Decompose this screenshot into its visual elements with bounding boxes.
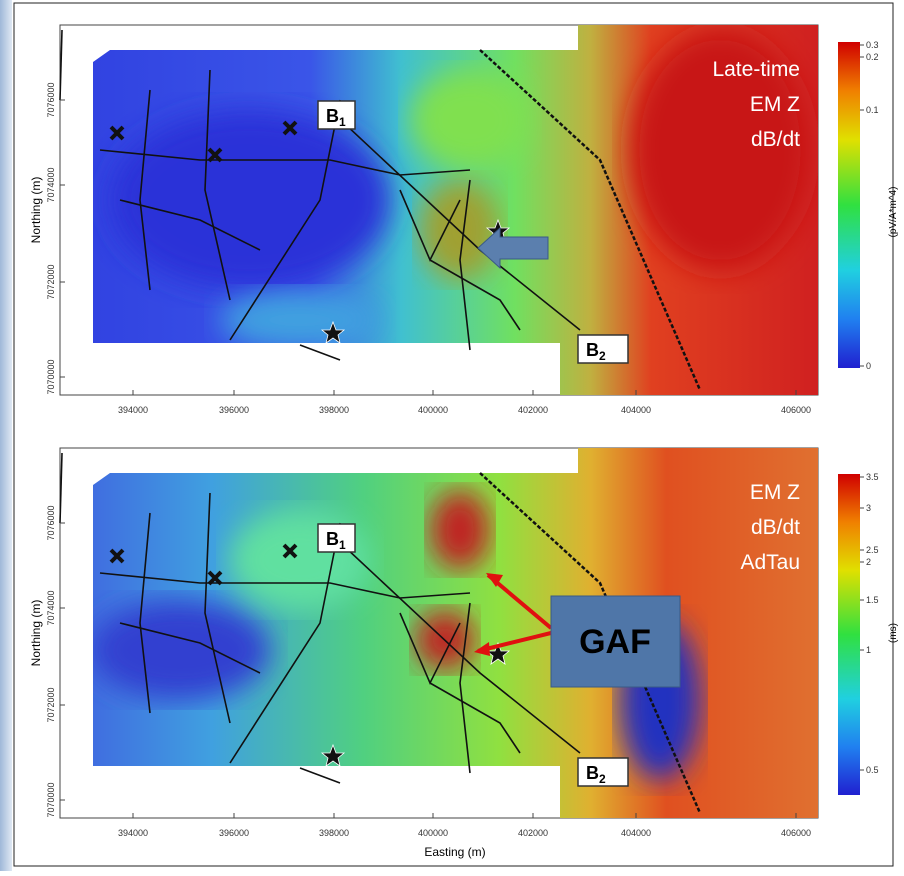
y-tick-label: 7070000 [46, 782, 56, 817]
marker-subscript: 2 [599, 772, 606, 786]
x-tick-label: 396000 [219, 828, 249, 838]
overlay-title: EM Z [750, 93, 800, 116]
colorbar-tick-label: 2.5 [866, 545, 879, 555]
overlay-title: dB/dt [751, 128, 800, 151]
colorbar [838, 42, 860, 368]
y-tick-label: 7070000 [46, 359, 56, 394]
x-tick-label: 394000 [118, 405, 148, 415]
marker-subscript: 2 [599, 349, 606, 363]
marker-letter: B [586, 763, 599, 783]
colorbar-tick-label: 0 [866, 361, 871, 371]
y-tick-label: 7074000 [46, 590, 56, 625]
x-tick-label: 406000 [781, 405, 811, 415]
y-tick-label: 7076000 [46, 505, 56, 540]
x-tick-label: 398000 [319, 828, 349, 838]
marker-subscript: 1 [339, 538, 346, 552]
anomaly [90, 600, 270, 700]
marker-letter: B [586, 340, 599, 360]
x-axis-label: Easting (m) [424, 845, 485, 859]
overlay-title: dB/dt [751, 516, 800, 539]
y-axis-label: Northing (m) [29, 177, 43, 244]
x-tick-label: 404000 [621, 405, 651, 415]
colorbar-tick-label: 0.3 [866, 40, 879, 50]
colorbar-tick-label: 0.5 [866, 765, 879, 775]
y-tick-label: 7072000 [46, 687, 56, 722]
x-tick-label: 400000 [418, 828, 448, 838]
overlay-title: AdTau [740, 551, 800, 574]
x-tick-label: 398000 [319, 405, 349, 415]
colorbar-unit: (ms) [888, 623, 899, 643]
colorbar [838, 474, 860, 795]
x-tick-label: 404000 [621, 828, 651, 838]
marker-subscript: 1 [339, 115, 346, 129]
callout-label: GAF [579, 623, 651, 661]
y-axis-label: Northing (m) [29, 600, 43, 667]
x-tick-label: 396000 [219, 405, 249, 415]
x-tick-label: 402000 [518, 405, 548, 415]
heatmap [60, 448, 818, 818]
x-tick-label: 406000 [781, 828, 811, 838]
notch [61, 449, 578, 473]
x-tick-label: 400000 [418, 405, 448, 415]
marker-letter: B [326, 106, 339, 126]
side-strip [0, 0, 12, 871]
overlay-title: Late-time [712, 58, 800, 81]
map-panel: 394000 396000 398000 400000 402000 404000 4060… [29, 448, 899, 859]
anomaly [110, 110, 390, 290]
y-tick-label: 7076000 [46, 82, 56, 117]
colorbar-tick-label: 0.1 [866, 105, 879, 115]
map-panel: 394000 396000 398000 400000 402000 404000 4060… [29, 25, 899, 415]
anomaly [410, 70, 530, 170]
colorbar-tick-label: 1 [866, 645, 871, 655]
figure: 394000 396000 398000 400000 402000 404000 4060… [0, 0, 904, 871]
colorbar-tick-label: 3 [866, 503, 871, 513]
colorbar-tick-label: 1.5 [866, 595, 879, 605]
marker-letter: B [326, 529, 339, 549]
y-tick-label: 7074000 [46, 167, 56, 202]
anomaly [220, 290, 380, 350]
anomaly [430, 490, 490, 570]
overlay-title: EM Z [750, 481, 800, 504]
y-tick-label: 7072000 [46, 264, 56, 299]
x-tick-label: 402000 [518, 828, 548, 838]
colorbar-tick-label: 0.2 [866, 52, 879, 62]
colorbar-tick-label: 3.5 [866, 472, 879, 482]
heatmap [60, 25, 818, 395]
colorbar-tick-label: 2 [866, 557, 871, 567]
notch [61, 26, 578, 50]
x-tick-label: 394000 [118, 828, 148, 838]
colorbar-unit: (pV/A*m^4) [888, 187, 899, 238]
